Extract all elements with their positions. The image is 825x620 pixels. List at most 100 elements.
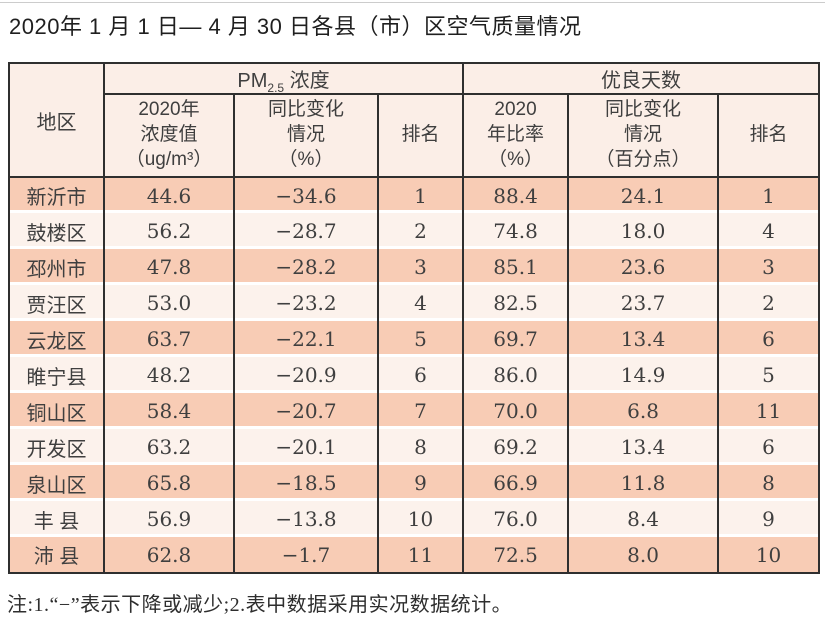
- pm-label: PM: [237, 70, 268, 92]
- days-rate-cell: 85.1: [463, 249, 570, 285]
- pm-change-cell: −23.2: [234, 285, 379, 321]
- region-cell: 铜山区: [9, 393, 105, 429]
- days-rate-cell: 74.8: [463, 213, 570, 249]
- days-rank-cell: 3: [718, 249, 820, 285]
- pm-rank-cell: 5: [378, 321, 465, 357]
- pm-change-cell: −28.7: [234, 213, 379, 249]
- table-body: 新沂市 44.6 −34.6 1 88.4 24.1 1 鼓楼区 56.2 −2…: [9, 177, 820, 573]
- pm-rank-cell: 3: [378, 249, 465, 285]
- group-header-row: 地区 PM2.5 浓度 优良天数: [9, 63, 820, 178]
- header-days-change: 同比变化 情况 （百分点）: [568, 94, 720, 178]
- pm-value-cell: 56.9: [104, 501, 235, 537]
- days-rank-cell: 8: [718, 465, 820, 501]
- pm-rank-cell: 10: [378, 501, 465, 537]
- header-days-rank: 排名: [718, 94, 820, 178]
- top-divider-line: [0, 2, 825, 3]
- region-cell: 开发区: [9, 429, 105, 465]
- pm-value-cell: 62.8: [104, 537, 235, 573]
- region-cell: 邳州市: [9, 249, 105, 285]
- pm-change-cell: −20.7: [234, 393, 379, 429]
- days-change-cell: 23.6: [568, 249, 720, 285]
- pm-change-cell: −34.6: [234, 177, 379, 213]
- pm-change-cell: −13.8: [234, 501, 379, 537]
- header-pm-value: 2020年 浓度值 （ug/m³）: [104, 94, 235, 178]
- pm-value-cell: 47.8: [104, 249, 235, 285]
- pm-change-cell: −1.7: [234, 537, 379, 573]
- header-pm-rank: 排名: [378, 94, 465, 178]
- header-region: 地区: [9, 63, 105, 178]
- table-header: 地区 PM2.5 浓度 优良天数 2020年 浓度值 （ug/m³） 同比变化 …: [9, 63, 820, 178]
- column-header-row: 2020年 浓度值 （ug/m³） 同比变化 情况 （%） 排名 2020 年比…: [9, 94, 820, 178]
- region-cell: 新沂市: [9, 177, 105, 213]
- table-row: 沛 县 62.8 −1.7 11 72.5 8.0 10: [9, 537, 820, 573]
- region-cell: 泉山区: [9, 465, 105, 501]
- days-rank-cell: 5: [718, 357, 820, 393]
- header-pm-change: 同比变化 情况 （%）: [234, 94, 379, 178]
- pm-rank-cell: 7: [378, 393, 465, 429]
- pm-rank-cell: 2: [378, 213, 465, 249]
- days-rank-cell: 6: [718, 429, 820, 465]
- pm-rank-cell: 9: [378, 465, 465, 501]
- pm-change-cell: −20.9: [234, 357, 379, 393]
- pm-rank-cell: 1: [378, 177, 465, 213]
- pm-rank-cell: 11: [378, 537, 465, 573]
- pm-value-cell: 63.7: [104, 321, 235, 357]
- days-rate-cell: 82.5: [463, 285, 570, 321]
- table-row: 泉山区 65.8 −18.5 9 66.9 11.8 8: [9, 465, 820, 501]
- days-rate-cell: 88.4: [463, 177, 570, 213]
- table-row: 开发区 63.2 −20.1 8 69.2 13.4 6: [9, 429, 820, 465]
- days-change-cell: 11.8: [568, 465, 720, 501]
- pm-subscript: 2.5: [267, 81, 285, 95]
- table-row: 铜山区 58.4 −20.7 7 70.0 6.8 11: [9, 393, 820, 429]
- region-cell: 沛 县: [9, 537, 105, 573]
- days-rate-cell: 72.5: [463, 537, 570, 573]
- days-change-cell: 23.7: [568, 285, 720, 321]
- pm-rank-cell: 4: [378, 285, 465, 321]
- days-rate-cell: 66.9: [463, 465, 570, 501]
- pm-change-cell: −18.5: [234, 465, 379, 501]
- table-row: 邳州市 47.8 −28.2 3 85.1 23.6 3: [9, 249, 820, 285]
- days-change-cell: 13.4: [568, 429, 720, 465]
- header-good-days-group: 优良天数: [463, 63, 820, 95]
- table-row: 丰 县 56.9 −13.8 10 76.0 8.4 9: [9, 501, 820, 537]
- days-change-cell: 13.4: [568, 321, 720, 357]
- days-rank-cell: 10: [718, 537, 820, 573]
- region-cell: 睢宁县: [9, 357, 105, 393]
- days-rate-cell: 76.0: [463, 501, 570, 537]
- table-row: 鼓楼区 56.2 −28.7 2 74.8 18.0 4: [9, 213, 820, 249]
- pm-change-cell: −22.1: [234, 321, 379, 357]
- days-change-cell: 8.4: [568, 501, 720, 537]
- days-change-cell: 24.1: [568, 177, 720, 213]
- pm-value-cell: 48.2: [104, 357, 235, 393]
- days-change-cell: 14.9: [568, 357, 720, 393]
- days-rank-cell: 2: [718, 285, 820, 321]
- days-rank-cell: 6: [718, 321, 820, 357]
- table-row: 贾汪区 53.0 −23.2 4 82.5 23.7 2: [9, 285, 820, 321]
- days-rank-cell: 1: [718, 177, 820, 213]
- days-rank-cell: 9: [718, 501, 820, 537]
- days-rate-cell: 70.0: [463, 393, 570, 429]
- region-cell: 丰 县: [9, 501, 105, 537]
- pm-rank-cell: 8: [378, 429, 465, 465]
- region-cell: 鼓楼区: [9, 213, 105, 249]
- header-pm25-group: PM2.5 浓度: [104, 63, 465, 95]
- pm-change-cell: −20.1: [234, 429, 379, 465]
- table-row: 新沂市 44.6 −34.6 1 88.4 24.1 1: [9, 177, 820, 213]
- header-days-rate: 2020 年比率 （%）: [463, 94, 570, 178]
- days-rank-cell: 11: [718, 393, 820, 429]
- pm-value-cell: 56.2: [104, 213, 235, 249]
- pm-value-cell: 44.6: [104, 177, 235, 213]
- days-change-cell: 18.0: [568, 213, 720, 249]
- pm-value-cell: 58.4: [104, 393, 235, 429]
- page-title: 2020年 1 月 1 日— 4 月 30 日各县（市）区空气质量情况: [9, 14, 582, 39]
- pm-value-cell: 53.0: [104, 285, 235, 321]
- days-change-cell: 8.0: [568, 537, 720, 573]
- days-rate-cell: 69.7: [463, 321, 570, 357]
- pm-value-cell: 63.2: [104, 429, 235, 465]
- footnote: 注:1.“−”表示下降或减少;2.表中数据采用实况数据统计。: [7, 594, 513, 616]
- table-row: 云龙区 63.7 −22.1 5 69.7 13.4 6: [9, 321, 820, 357]
- days-rate-cell: 86.0: [463, 357, 570, 393]
- region-cell: 贾汪区: [9, 285, 105, 321]
- days-rank-cell: 4: [718, 213, 820, 249]
- pm-label-suffix: 浓度: [284, 70, 330, 92]
